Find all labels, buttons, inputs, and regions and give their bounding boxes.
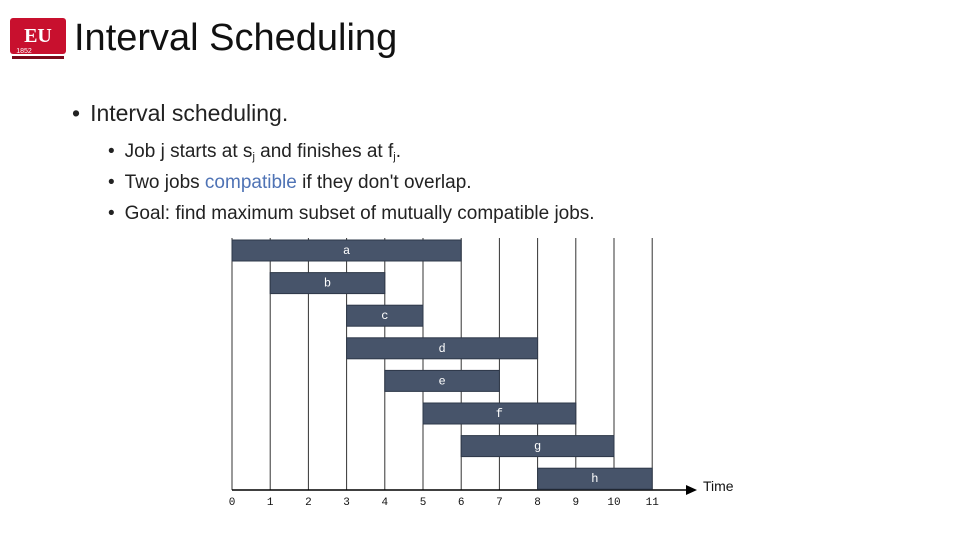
sub-bullet-goal: • Goal: find maximum subset of mutually … [108, 203, 595, 234]
job-bar-e [384, 369, 500, 392]
bullet-dot-icon: • [108, 172, 115, 193]
tick-label: 2 [305, 497, 312, 509]
tick-label: 4 [381, 497, 388, 509]
tick-label: 9 [572, 497, 579, 509]
sub-bullet-job-definition: • Job j starts at sj and finishes at fj. [108, 141, 595, 172]
bullet-dot-icon: • [108, 203, 115, 224]
tick-label: 10 [607, 497, 620, 509]
sub-bullet-list: • Job j starts at sj and finishes at fj.… [108, 141, 595, 234]
job-label-a: a [343, 244, 350, 258]
tick-label: 11 [646, 497, 660, 509]
time-axis-label: Time [703, 478, 734, 494]
job-label-h: h [591, 472, 598, 486]
job-label-c: c [381, 309, 388, 323]
logo-ribbon [12, 56, 64, 59]
tick-label: 5 [420, 497, 427, 509]
tick-label: 0 [229, 497, 236, 509]
job-bar-b [269, 272, 386, 295]
sub-bullet-compatible: • Two jobs compatible if they don't over… [108, 172, 595, 203]
compatible-term: compatible [204, 172, 297, 193]
job-label-e: e [438, 374, 445, 388]
logo-badge [10, 18, 66, 54]
tick-label: 1 [267, 497, 274, 509]
tick-label: 3 [343, 497, 350, 509]
job-label-g: g [534, 440, 541, 454]
university-logo: EU 1852 [10, 18, 66, 59]
main-bullet-text: Interval scheduling. [90, 100, 289, 126]
job-label-f: f [496, 407, 503, 421]
logo-year: 1852 [16, 48, 32, 55]
time-axis-arrow-icon [686, 485, 697, 495]
page-title: Interval Scheduling [74, 17, 398, 59]
job-bar-h [537, 467, 653, 490]
tick-label: 6 [458, 497, 465, 509]
bullet-dot-icon: • [72, 100, 81, 126]
job-bar-g [460, 435, 615, 458]
job-bar-d [346, 337, 539, 360]
sub-bullet-text: Two jobs compatible if they don't overla… [124, 172, 472, 193]
main-bullet: • Interval scheduling. [72, 100, 595, 127]
job-bar-c [346, 304, 424, 327]
tick-label: 8 [534, 497, 541, 509]
sub-bullet-text: Goal: find maximum subset of mutually co… [124, 203, 595, 224]
bullet-list: • Interval scheduling. • Job j starts at… [72, 100, 595, 234]
job-label-d: d [438, 342, 445, 356]
tick-label: 7 [496, 497, 503, 509]
job-label-b: b [324, 277, 331, 291]
sub-bullet-text: Job j starts at sj and finishes at fj. [124, 141, 401, 163]
job-bar-f [422, 402, 577, 425]
job-bar-a [231, 239, 462, 262]
logo-text: EU [24, 25, 52, 47]
bullet-dot-icon: • [108, 141, 115, 162]
